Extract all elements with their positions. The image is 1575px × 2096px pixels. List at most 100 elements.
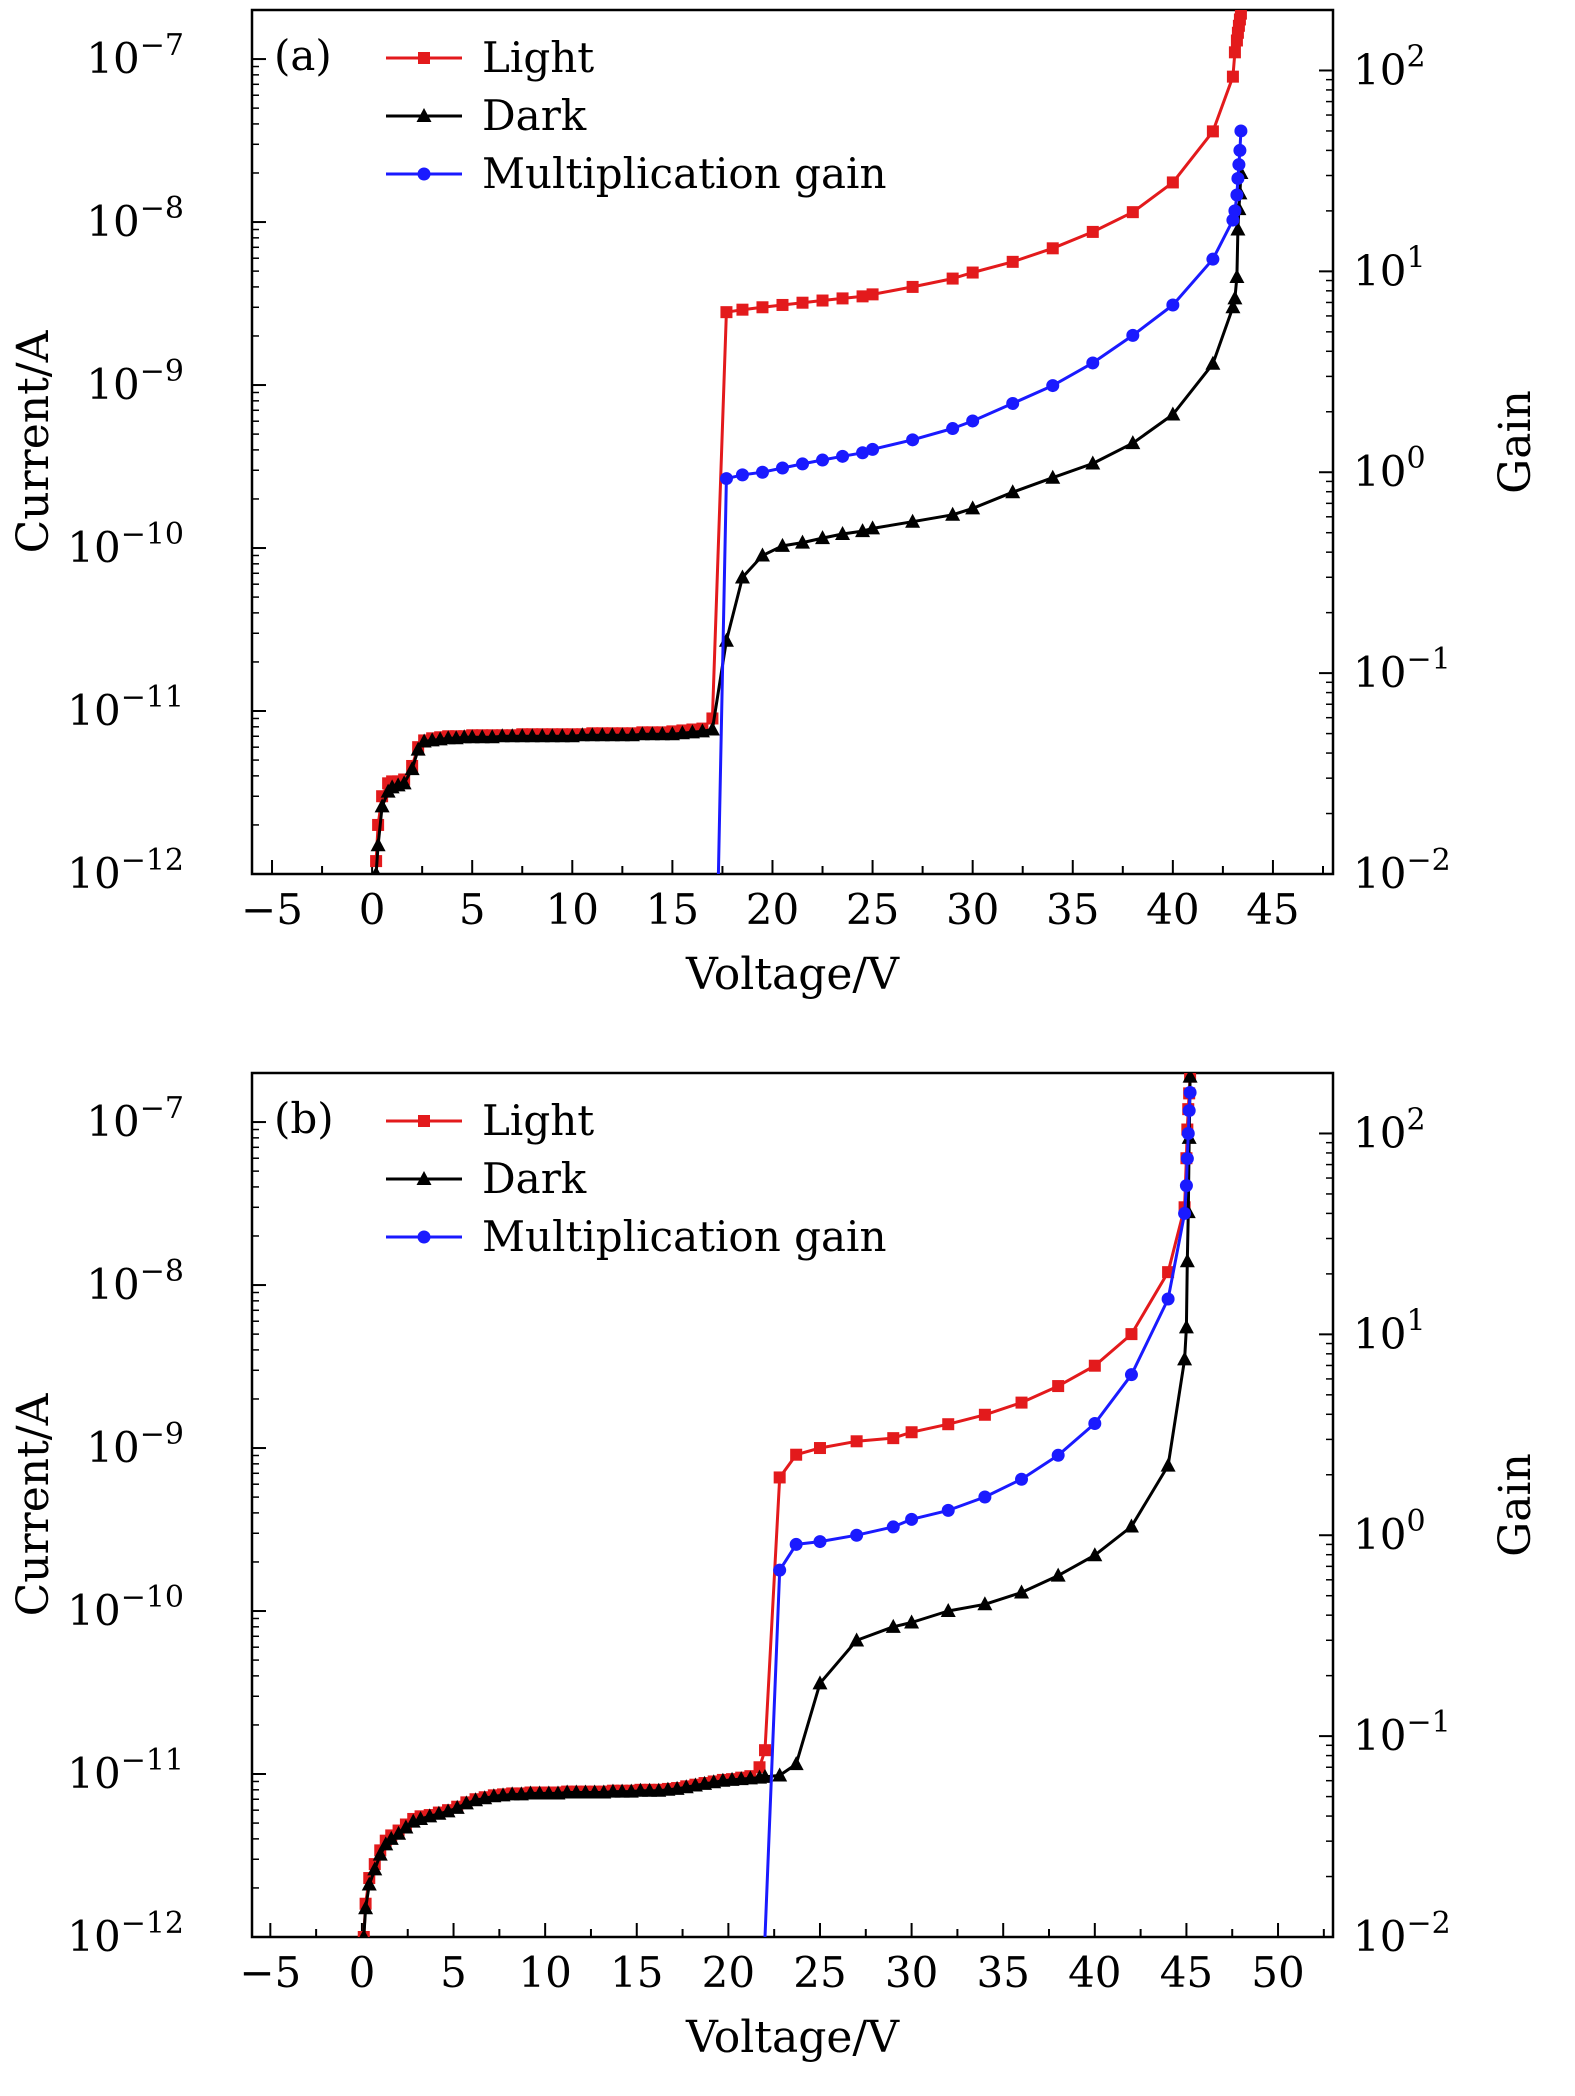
data-point-dark bbox=[370, 837, 386, 852]
data-point-dark bbox=[757, 1768, 773, 1783]
data-point-light bbox=[1162, 1266, 1175, 1279]
data-point-dark bbox=[1182, 1073, 1198, 1083]
data-point-multiplication-gain bbox=[813, 1535, 827, 1549]
y2-tick-label: 10−2 bbox=[1353, 843, 1451, 898]
data-point-dark bbox=[1225, 299, 1241, 314]
data-point-dark bbox=[1014, 1584, 1030, 1599]
data-point-dark bbox=[554, 728, 570, 743]
y2-axis-title: Gain bbox=[1490, 1453, 1541, 1557]
legend-marker-light bbox=[418, 1115, 430, 1127]
data-point-dark bbox=[1125, 435, 1141, 450]
x-tick-label: 35 bbox=[976, 1948, 1029, 1997]
data-point-dark bbox=[1165, 406, 1181, 421]
data-point-multiplication-gain bbox=[1233, 143, 1247, 157]
x-tick-label: 30 bbox=[885, 1948, 938, 1997]
x-tick-label: 0 bbox=[349, 1948, 376, 1997]
data-point-multiplication-gain bbox=[1126, 328, 1140, 342]
data-point-light bbox=[773, 1471, 786, 1484]
data-point-light bbox=[759, 1744, 772, 1757]
data-point-multiplication-gain bbox=[1206, 252, 1220, 266]
plot-area bbox=[357, 1073, 1198, 1937]
data-point-dark bbox=[440, 1803, 456, 1818]
x-tick-label: 40 bbox=[1068, 1948, 1121, 1997]
data-point-light bbox=[856, 290, 869, 303]
data-point-light bbox=[836, 292, 849, 305]
y2-tick-label: 101 bbox=[1353, 1303, 1426, 1358]
data-point-multiplication-gain bbox=[1124, 1368, 1138, 1382]
data-point-multiplication-gain bbox=[1046, 379, 1060, 393]
data-point-multiplication-gain bbox=[1178, 1206, 1192, 1220]
x-tick-label: 30 bbox=[946, 885, 999, 934]
legend-label-light: Light bbox=[482, 1096, 594, 1145]
data-point-multiplication-gain bbox=[1234, 124, 1248, 138]
data-point-multiplication-gain bbox=[1232, 158, 1246, 172]
y-axis-title: Current/A bbox=[8, 329, 59, 553]
data-point-dark bbox=[383, 1830, 399, 1845]
x-tick-label: 35 bbox=[1046, 885, 1099, 934]
panel-b: −5 0 5 10 15 20 25 30 35 40 45 50 10−12 10−11 10−10 10−… bbox=[8, 1071, 1541, 2063]
data-point-dark bbox=[404, 761, 420, 776]
series-line-multiplication-gain bbox=[716, 130, 1243, 874]
data-point-multiplication-gain bbox=[966, 414, 980, 428]
x-tick-label: 25 bbox=[793, 1948, 846, 1997]
data-point-multiplication-gain bbox=[850, 1528, 864, 1542]
data-point-dark bbox=[664, 726, 680, 741]
data-point-dark bbox=[1178, 1319, 1194, 1334]
data-point-multiplication-gain bbox=[1228, 204, 1242, 218]
legend-label-dark: Dark bbox=[482, 91, 587, 140]
data-point-dark bbox=[624, 727, 640, 742]
data-point-dark bbox=[396, 775, 412, 790]
x-axis-title: Voltage/V bbox=[685, 2012, 900, 2063]
plot-frame bbox=[250, 8, 1335, 876]
legend-marker-dark bbox=[416, 108, 432, 122]
y-tick-label: 10−7 bbox=[86, 28, 184, 83]
data-point-light bbox=[1166, 176, 1179, 189]
legend-label-dark: Dark bbox=[482, 1154, 587, 1203]
data-point-light bbox=[866, 288, 879, 301]
data-point-multiplication-gain bbox=[1231, 171, 1245, 185]
y-tick-label: 10−10 bbox=[67, 1580, 184, 1635]
data-point-dark bbox=[788, 1756, 804, 1771]
data-point-dark bbox=[374, 798, 390, 813]
data-point-multiplication-gain bbox=[1182, 1104, 1196, 1118]
y2-tick-label: 10−1 bbox=[1353, 642, 1451, 697]
y-tick-label: 10−12 bbox=[67, 1906, 184, 1961]
x-tick-label: 20 bbox=[746, 885, 799, 934]
legend: Light Dark Multiplication gain bbox=[386, 1096, 887, 1261]
legend-marker-multiplication-gain bbox=[417, 167, 431, 181]
data-point-multiplication-gain bbox=[1181, 1126, 1195, 1140]
data-point-light bbox=[1125, 1328, 1138, 1341]
data-point-dark bbox=[835, 525, 851, 540]
y2-tick-label: 102 bbox=[1353, 39, 1426, 94]
data-point-light bbox=[1234, 10, 1247, 20]
data-point-dark bbox=[410, 741, 426, 756]
data-point-multiplication-gain bbox=[755, 465, 769, 479]
y-tick-label: 10−11 bbox=[67, 1743, 184, 1798]
data-point-dark bbox=[945, 506, 961, 521]
data-point-multiplication-gain bbox=[906, 433, 920, 447]
data-point-light bbox=[753, 1761, 766, 1774]
panel-label: (b) bbox=[274, 1094, 334, 1143]
data-point-dark bbox=[398, 1819, 414, 1834]
x-tick-label: 45 bbox=[1160, 1948, 1213, 1997]
x-tick-label: 10 bbox=[518, 1948, 571, 1997]
data-point-light bbox=[1228, 46, 1241, 59]
y-tick-label: 10−7 bbox=[86, 1091, 184, 1146]
data-point-multiplication-gain bbox=[1006, 396, 1020, 410]
data-point-dark bbox=[1050, 1567, 1066, 1582]
series-line-dark bbox=[374, 172, 1243, 874]
data-point-multiplication-gain bbox=[1015, 1472, 1029, 1486]
data-point-light bbox=[887, 1432, 900, 1445]
panel-a: −5 0 5 10 15 20 25 30 35 40 45 10−12 10−11 10−10 10−9 1… bbox=[8, 8, 1541, 1000]
data-point-light bbox=[1126, 206, 1139, 219]
x-axis-title: Voltage/V bbox=[685, 949, 900, 1000]
data-point-light bbox=[813, 1442, 826, 1455]
y2-tick-label: 100 bbox=[1353, 441, 1426, 496]
data-point-multiplication-gain bbox=[946, 422, 960, 436]
data-point-light bbox=[1226, 70, 1239, 83]
data-point-dark bbox=[634, 726, 650, 741]
data-point-dark bbox=[1085, 455, 1101, 470]
data-point-dark bbox=[1123, 1518, 1139, 1533]
data-point-multiplication-gain bbox=[941, 1503, 955, 1517]
x-tick-label: −5 bbox=[241, 885, 303, 934]
